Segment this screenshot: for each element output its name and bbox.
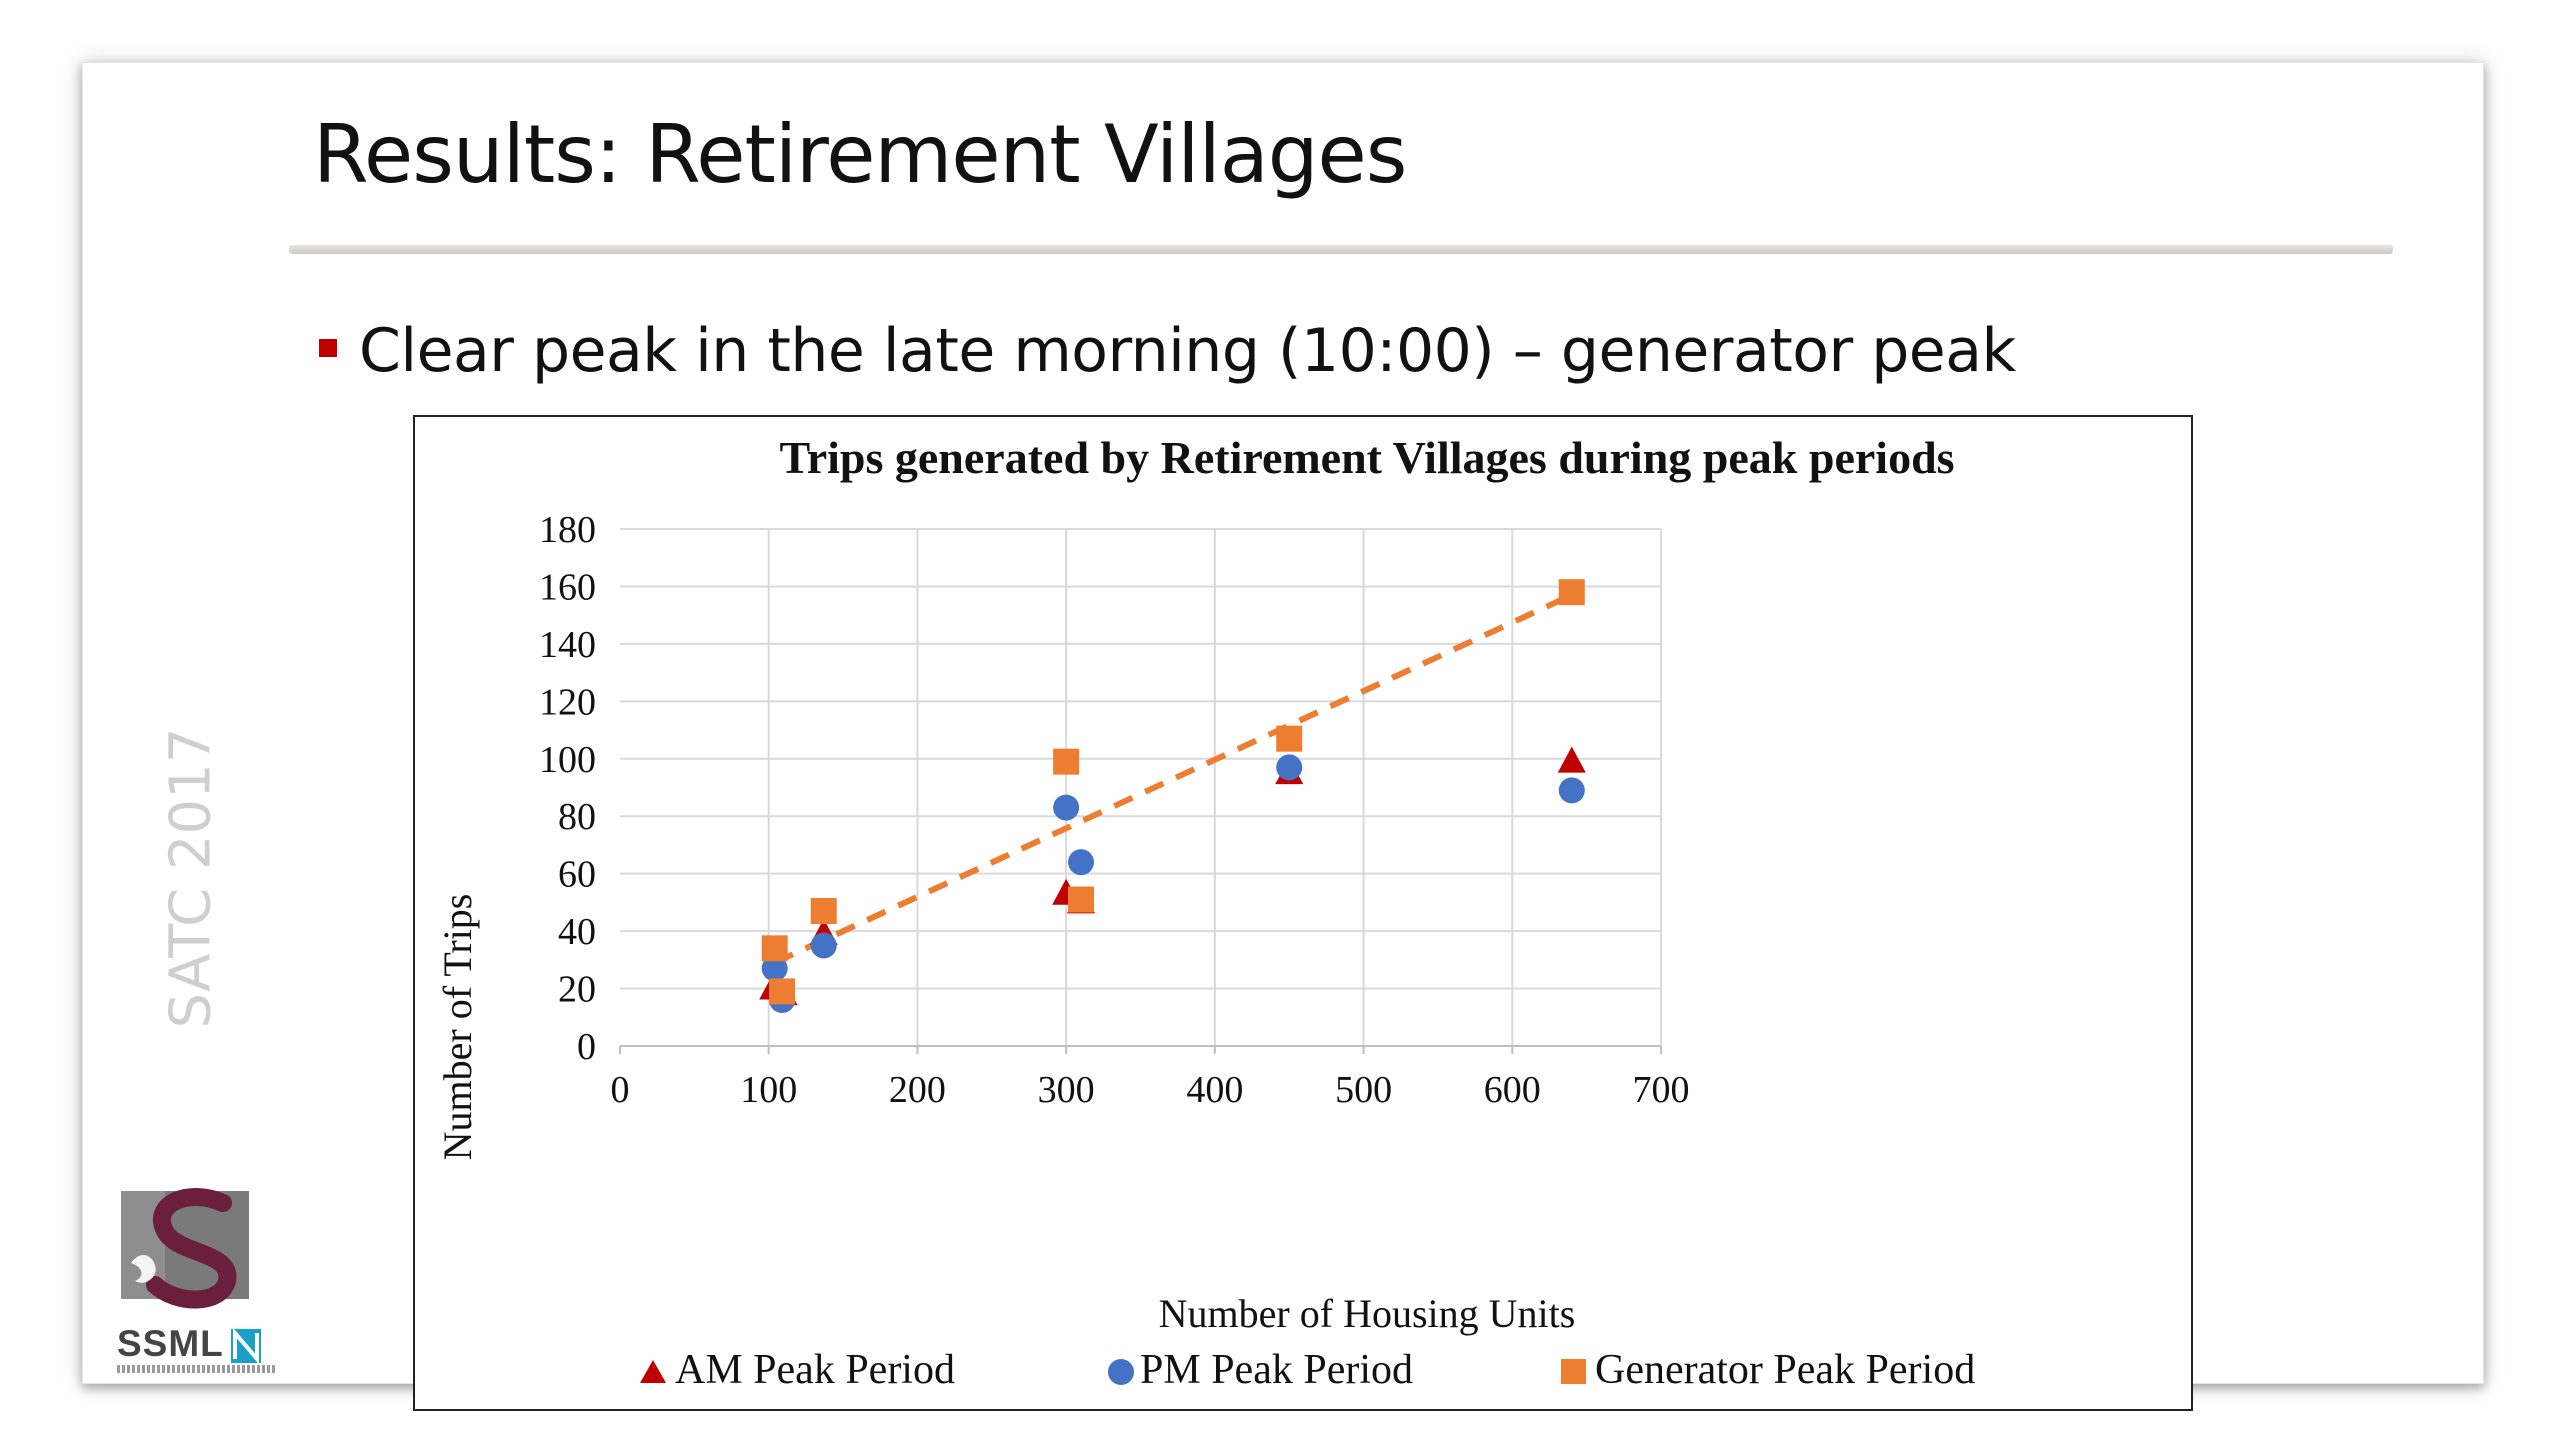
logo-accent-icon xyxy=(231,1329,261,1363)
bullet-text: Clear peak in the late morning (10:00) –… xyxy=(359,316,2016,386)
legend-pm-circle-icon xyxy=(1108,1359,1134,1385)
y-axis-title: Number of Trips xyxy=(435,894,480,1161)
generator-peak-point xyxy=(1276,725,1303,752)
scatter-chart: Trips generated by Retirement Villages d… xyxy=(435,432,1975,1393)
legend-generator-label: Generator Peak Period xyxy=(1595,1347,1975,1393)
generator-peak-point xyxy=(1558,579,1585,606)
generator-peak-point xyxy=(810,898,837,925)
x-tick-label: 600 xyxy=(1484,1069,1541,1111)
y-tick-label: 180 xyxy=(539,509,596,551)
pm-peak-point xyxy=(810,932,837,959)
pm-peak-point xyxy=(1276,754,1303,781)
x-tick-label: 500 xyxy=(1335,1069,1392,1111)
legend-am-triangle-icon xyxy=(640,1360,666,1383)
x-tick-label: 0 xyxy=(611,1069,630,1111)
x-tick-label: 700 xyxy=(1633,1069,1690,1111)
chart-title: Trips generated by Retirement Villages d… xyxy=(779,432,1954,483)
slide-title: Results: Retirement Villages xyxy=(313,108,1407,201)
axes: 0 20 40 60 80 100 120 140 160 180 0 100 200 300 400 500… xyxy=(539,509,1690,1111)
conference-label: SATC 2017 xyxy=(158,727,224,1029)
y-tick-label: 160 xyxy=(539,566,596,608)
legend-am-label: AM Peak Period xyxy=(675,1347,955,1393)
pm-peak-point xyxy=(1053,794,1080,821)
legend-generator-square-icon xyxy=(1561,1359,1586,1384)
chart-container: Trips generated by Retirement Villages d… xyxy=(413,415,2193,1411)
y-tick-label: 0 xyxy=(577,1026,596,1068)
pm-peak-point xyxy=(1558,777,1585,804)
y-tick-label: 140 xyxy=(539,624,596,666)
x-axis-title: Number of Housing Units xyxy=(1159,1291,1576,1336)
pm-peak-point xyxy=(1068,849,1095,876)
trendline xyxy=(773,592,1574,966)
bullet-square-icon xyxy=(319,339,337,357)
ssml-logo-icon xyxy=(121,1187,249,1309)
y-tick-label: 120 xyxy=(539,681,596,723)
generator-peak-point xyxy=(1053,748,1080,775)
x-tick-label: 300 xyxy=(1038,1069,1095,1111)
legend: AM Peak Period PM Peak Period Generator … xyxy=(640,1347,1975,1393)
am-peak-point xyxy=(1557,746,1586,773)
pm-peak-point xyxy=(761,955,788,982)
logo-text: SSML xyxy=(117,1323,224,1364)
generator-trendline xyxy=(773,592,1574,966)
gridlines xyxy=(620,528,1662,1046)
generator-peak-point xyxy=(769,978,796,1005)
y-tick-label: 80 xyxy=(558,796,596,838)
title-divider xyxy=(289,245,2393,254)
y-tick-label: 40 xyxy=(558,911,596,953)
generator-peak-point xyxy=(761,935,788,962)
x-tick-label: 200 xyxy=(889,1069,946,1111)
generator-peak-point xyxy=(1068,886,1095,913)
x-tick-label: 400 xyxy=(1186,1069,1243,1111)
x-tick-label: 100 xyxy=(740,1069,797,1111)
data-markers xyxy=(759,579,1586,1014)
slide: Results: Retirement Villages Clear peak … xyxy=(82,62,2484,1411)
legend-pm-label: PM Peak Period xyxy=(1140,1347,1413,1393)
logo-subtext xyxy=(117,1365,277,1373)
y-tick-label: 20 xyxy=(558,969,596,1011)
y-tick-label: 100 xyxy=(539,739,596,781)
y-tick-label: 60 xyxy=(558,854,596,896)
